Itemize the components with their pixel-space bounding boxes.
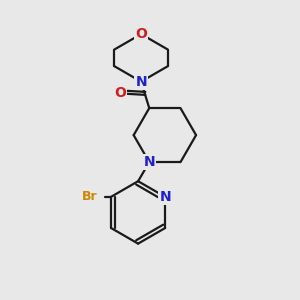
Text: O: O — [135, 27, 147, 41]
Text: N: N — [143, 155, 155, 169]
Text: Br: Br — [82, 190, 98, 203]
Text: N: N — [135, 75, 147, 88]
Text: O: O — [114, 86, 126, 100]
Text: N: N — [159, 190, 171, 204]
